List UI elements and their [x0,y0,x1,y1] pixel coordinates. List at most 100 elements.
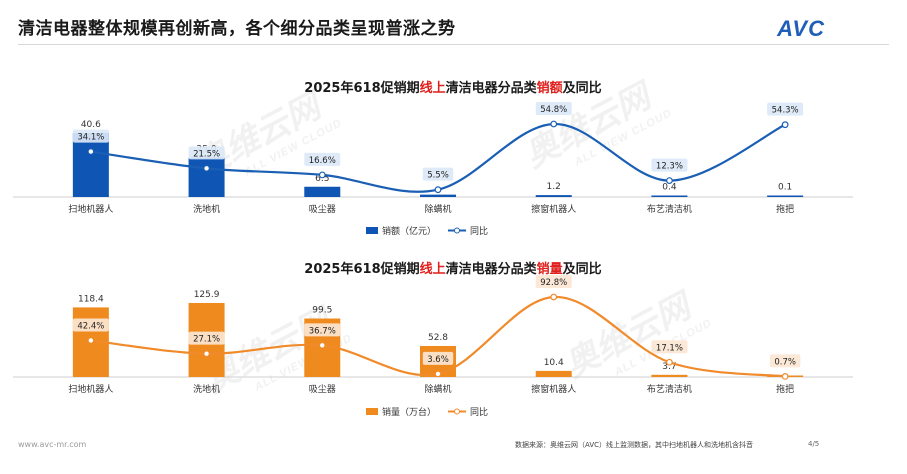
category-label: 洗地机 [193,383,220,395]
yoy-point [781,372,789,380]
bar-value-label: 0.1 [778,183,792,193]
bar [767,195,804,197]
yoy-label: 3.6% [427,355,449,365]
bar [651,374,688,377]
footer-url: www.avc-mr.com [18,440,87,449]
bar-value-label: 1.2 [547,182,561,192]
yoy-point [434,370,442,378]
legend-line-marker [454,408,460,415]
bar-value-label: 10.4 [544,358,564,368]
chart-title-part: 2025年618促销期 [304,261,419,277]
category-label: 布艺清洁机 [647,203,692,215]
chart-title-part: 清洁电器分品类 [446,80,538,96]
bar-value-label: 125.9 [194,290,220,300]
chart-title-part: 销量 [537,261,563,277]
chart-title-part: 清洁电器分品类 [446,261,538,277]
category-label: 扫地机器人 [68,203,113,215]
yoy-label: 54.8% [540,105,567,115]
yoy-point [203,164,210,172]
legend-line-label: 同比 [470,225,488,237]
avc-logo: AVC [777,16,825,42]
yoy-label: 92.8% [540,278,567,288]
yoy-point [550,120,558,128]
yoy-label-bg [72,318,109,332]
yoy-point [666,358,673,366]
legend-line-label: 同比 [470,406,488,418]
yoy-point [434,186,442,194]
yoy-label: 42.4% [77,321,104,331]
chart-title-part: 线上 [420,80,446,96]
chart-title-part: 及同比 [563,80,602,96]
bar-value-label: 6.5 [315,174,329,184]
category-label: 吸尘器 [309,384,336,395]
bar-value-label: 118.4 [78,294,104,304]
yoy-label-bg [651,340,688,354]
bar [651,195,688,197]
sales-value-chart: 2025年618促销期线上清洁电器分品类销额及同比40.625.06.51.20… [13,80,853,237]
bar-value-label: 0.4 [662,183,677,193]
bar-value-label: 3.7 [662,362,676,372]
legend-line-marker [454,227,460,234]
yoy-point [781,121,789,129]
legend-bar-swatch [366,227,378,234]
category-label: 布艺清洁机 [647,383,692,395]
yoy-point [318,171,326,179]
yoy-label-bg [304,152,341,166]
chart-title: 2025年618促销期线上清洁电器分品类销额及同比 [304,80,601,96]
yoy-label-bg [188,146,225,160]
yoy-point [87,148,95,155]
chart-title-part: 销额 [537,80,563,96]
yoy-label-bg [535,275,572,288]
yoy-point [87,337,95,344]
yoy-point [550,293,558,301]
bar-value-label: 52.8 [428,333,448,343]
page-number: 4/5 [808,440,820,448]
bar [188,157,225,197]
yoy-label: 21.5% [193,149,220,159]
bar [420,194,456,197]
yoy-label: 54.3% [772,106,799,116]
yoy-label-bg [767,102,804,116]
category-label: 擦窗机器人 [531,203,576,215]
bar [535,195,572,197]
yoy-label: 16.6% [309,156,336,166]
chart-title-part: 2025年618促销期 [304,80,419,96]
legend-bar-label: 销量（万台） [382,406,436,418]
footer-source: 数据来源：奥维云网（AVC）线上监测数据，其中扫地机器人和洗地机含抖音 [515,441,754,449]
yoy-label-bg [422,351,454,365]
bar [535,370,572,377]
yoy-point [318,341,326,349]
bar [304,186,341,197]
category-label: 拖把 [776,383,794,395]
title-divider [18,44,889,45]
yoy-label-bg [769,354,801,368]
yoy-label-bg [188,331,225,345]
category-label: 除螨机 [424,383,451,395]
yoy-label: 34.1% [77,133,104,143]
page-title: 清洁电器整体规模再创新高，各个细分品类呈现普涨之势 [18,19,456,39]
bar [72,133,109,197]
yoy-label-bg [72,129,109,143]
legend-bar-label: 销额（亿元） [382,225,436,237]
category-label: 除螨机 [424,203,451,215]
yoy-label-bg [651,158,688,172]
category-label: 擦窗机器人 [531,383,576,395]
category-label: 洗地机 [193,203,220,215]
chart-title: 2025年618促销期线上清洁电器分品类销量及同比 [304,261,601,277]
logo-text: AVC [777,16,825,41]
yoy-point [203,350,210,358]
yoy-point [666,177,673,185]
yoy-label: 27.1% [193,335,220,345]
chart-title-part: 及同比 [563,261,602,277]
category-label: 扫地机器人 [68,383,113,395]
chart-title-part: 线上 [420,261,446,277]
yoy-label: 17.1% [656,343,683,353]
yoy-label-bg [535,102,572,115]
sales-volume-chart: 2025年618促销期线上清洁电器分品类销量及同比 118.4 125.9 99.5 5… [13,261,853,418]
yoy-label: 0.7% [774,357,796,367]
bar-value-label: 40.6 [81,120,101,130]
yoy-label-bg [304,323,341,337]
bar-value-label: 99.5 [312,306,332,316]
yoy-label-bg [422,167,454,181]
yoy-label: 5.5% [427,171,449,181]
